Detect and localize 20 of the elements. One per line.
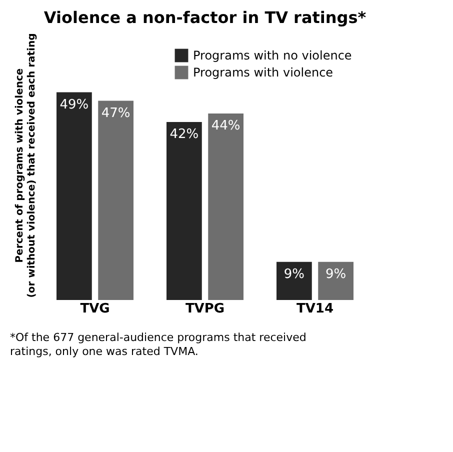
x-tick-label: TVPG bbox=[185, 302, 225, 316]
legend-label: Programs with no violence bbox=[193, 48, 352, 62]
bar bbox=[318, 262, 354, 300]
data-label: 9% bbox=[284, 266, 304, 282]
bar bbox=[166, 122, 202, 300]
y-axis-title: Percent of programs with violence (or without violence) that received each rating bbox=[14, 33, 38, 298]
data-label: 42% bbox=[170, 126, 199, 142]
legend-label: Programs with violence bbox=[193, 66, 334, 80]
data-label: 49% bbox=[60, 97, 89, 112]
bar bbox=[276, 262, 312, 300]
data-label: 9% bbox=[326, 266, 346, 282]
bar bbox=[56, 92, 92, 300]
x-tick-label: TV14 bbox=[296, 302, 334, 316]
text: *Of the 677 general-audience programs that received ratings, only one was rated TVMA. bbox=[10, 331, 306, 358]
chart-title: Violence a non-factor in TV ratings* bbox=[44, 8, 367, 27]
data-label: 47% bbox=[101, 106, 130, 121]
bar bbox=[208, 114, 244, 300]
bar bbox=[98, 100, 134, 300]
data-label: 44% bbox=[211, 118, 240, 134]
x-tick-label: TVG bbox=[80, 302, 110, 316]
